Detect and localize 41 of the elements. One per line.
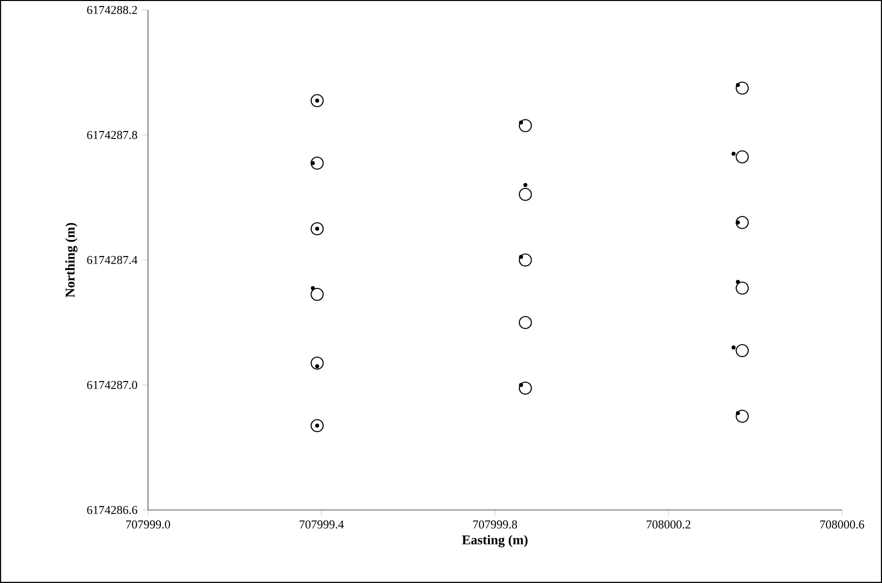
point — [736, 280, 740, 284]
x-axis-title: Easting (m) — [462, 535, 528, 548]
point — [310, 356, 324, 370]
point — [736, 344, 749, 358]
point — [519, 382, 524, 388]
point — [310, 286, 315, 290]
point — [310, 419, 324, 432]
point — [518, 382, 532, 395]
point — [518, 316, 532, 330]
point — [518, 253, 532, 267]
y-tick-label: 6174286.6 — [87, 506, 138, 514]
point — [732, 152, 736, 156]
point — [736, 82, 749, 95]
point — [519, 254, 524, 259]
point — [523, 182, 528, 188]
point — [310, 94, 324, 108]
y-axis-title: Northing (m) — [65, 223, 78, 298]
y-tick-label: 6174287.8 — [87, 130, 138, 140]
x-tick-label: 707999.0 — [126, 520, 170, 529]
x-tick-label: 708000.2 — [646, 520, 690, 529]
x-tick-label: 708000.6 — [820, 520, 864, 529]
point — [310, 161, 315, 166]
point — [315, 364, 320, 368]
point — [736, 150, 749, 164]
y-tick-label: 6174287.0 — [87, 380, 138, 390]
point — [519, 120, 524, 125]
x-tick-label: 707999.8 — [473, 520, 518, 529]
point — [736, 411, 740, 416]
point — [310, 288, 324, 301]
y-tick-label: 6174288.2 — [87, 6, 137, 14]
point — [736, 82, 740, 87]
y-tick-label: 6174287.4 — [87, 256, 138, 264]
point — [736, 282, 749, 295]
point — [518, 119, 532, 132]
point — [310, 156, 324, 170]
point — [732, 346, 736, 350]
point — [518, 188, 532, 201]
point — [736, 410, 749, 423]
point — [736, 216, 749, 230]
x-tick-label: 707999.4 — [300, 520, 344, 529]
point — [736, 220, 740, 224]
